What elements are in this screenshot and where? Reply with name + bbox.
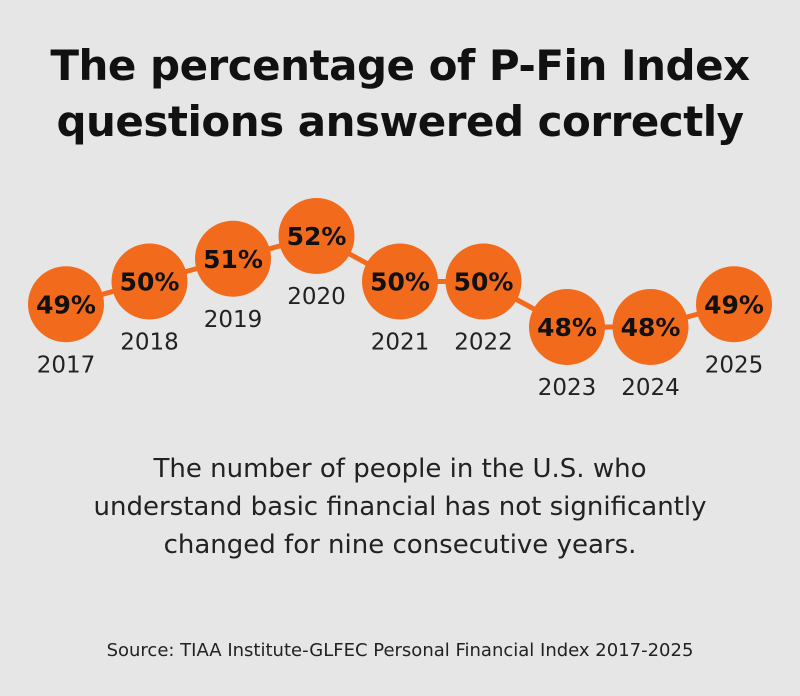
data-markers <box>28 198 772 365</box>
data-label-2021: 50% <box>370 268 430 297</box>
marker-2017 <box>28 266 104 343</box>
caption-line-2: understand basic financial has not signi… <box>93 492 707 522</box>
year-label-2018: 2018 <box>120 330 179 356</box>
caption-line-3: changed for nine consecutive years. <box>163 530 637 560</box>
marker-2018 <box>111 243 188 320</box>
marker-2025 <box>696 266 772 343</box>
marker-2024 <box>612 289 689 365</box>
year-label-2023: 2023 <box>538 375 597 401</box>
title-line-1: The percentage of P-Fin Index <box>50 41 750 90</box>
year-label-2022: 2022 <box>454 330 513 356</box>
data-label-2020: 52% <box>287 222 347 251</box>
year-label-2019: 2019 <box>204 307 263 333</box>
marker-2021 <box>362 243 438 320</box>
year-label-2025: 2025 <box>705 352 764 378</box>
data-label-2025: 49% <box>704 290 764 319</box>
chart-title: The percentage of P-Fin Index questions … <box>0 38 800 150</box>
year-label-2021: 2021 <box>371 330 430 356</box>
title-line-2: questions answered correctly <box>56 97 744 146</box>
data-label-2018: 50% <box>120 268 180 297</box>
data-labels: 49% 50% 51% 52% 50% 50% 48% 48% 49% <box>36 222 764 342</box>
data-label-2024: 48% <box>621 313 681 342</box>
caption: The number of people in the U.S. who und… <box>0 450 800 564</box>
data-label-2019: 51% <box>203 245 263 274</box>
marker-2023 <box>529 289 605 365</box>
data-label-2017: 49% <box>36 290 96 319</box>
source-note: Source: TIAA Institute-GLFEC Personal Fi… <box>106 640 694 661</box>
year-label-2024: 2024 <box>621 375 680 401</box>
caption-line-1: The number of people in the U.S. who <box>153 454 647 484</box>
marker-2020 <box>278 198 355 274</box>
year-label-2017: 2017 <box>37 352 96 378</box>
year-label-2020: 2020 <box>287 284 346 310</box>
data-label-2023: 48% <box>537 313 597 342</box>
marker-2019 <box>195 220 271 297</box>
data-label-2022: 50% <box>454 268 514 297</box>
marker-2022 <box>445 243 522 320</box>
year-labels: 2017 2018 2019 2020 2021 2022 2023 2024 2025 <box>37 284 764 401</box>
